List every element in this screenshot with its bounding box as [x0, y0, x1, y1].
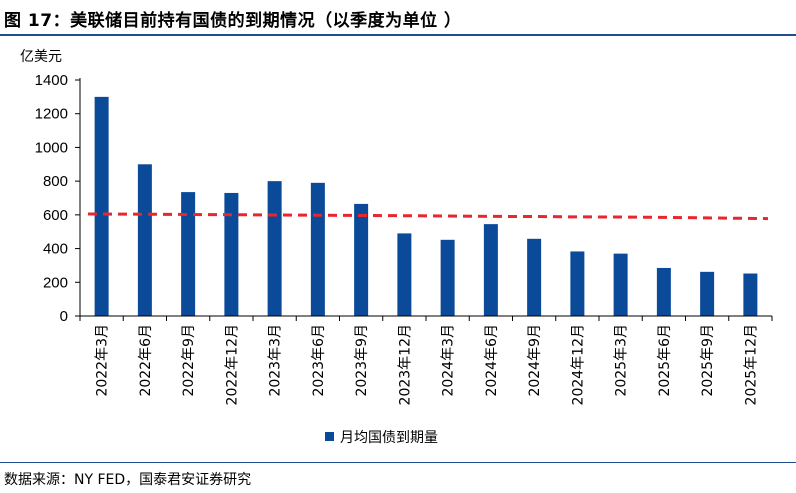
x-tick-label: 2023年3月	[268, 324, 284, 397]
trend-line-series	[87, 212, 769, 221]
source-note: 数据来源：NY FED，国泰君安证券研究	[4, 472, 252, 488]
legend: 月均国债到期量	[325, 430, 438, 446]
x-tick-label: 2025年9月	[700, 324, 716, 397]
figure-title: 图 17：美联储目前持有国债的到期情况（以季度为单位 ）	[4, 11, 462, 31]
y-axis-label: 亿美元	[20, 49, 62, 65]
x-tick-label: 2022年12月	[224, 324, 240, 405]
y-tick-label: 1400	[35, 72, 68, 89]
y-tick-label: 400	[43, 241, 68, 258]
source-divider	[0, 462, 796, 463]
y-axis-ticks: 0 200 400 600 800 1000 1200 1400	[35, 72, 80, 325]
title-divider	[0, 34, 796, 36]
x-axis-ticks: 2022年3月 2022年6月 2022年9月 2022年12月 2023年3月 2023…	[95, 324, 760, 405]
y-tick-label: 600	[43, 207, 68, 224]
bar	[181, 192, 196, 316]
bar	[224, 192, 239, 316]
bar	[310, 182, 325, 316]
bar	[267, 181, 282, 316]
y-tick-label: 800	[43, 173, 68, 190]
x-tick-label: 2025年6月	[657, 324, 673, 397]
bar	[613, 253, 628, 316]
bar	[354, 203, 369, 316]
x-tick-label: 2023年9月	[354, 324, 370, 397]
y-tick-label: 1000	[35, 139, 68, 156]
axes	[79, 78, 773, 321]
bar	[94, 96, 109, 316]
bar	[743, 273, 758, 316]
bar	[397, 233, 412, 316]
bar	[483, 224, 498, 316]
x-tick-label: 2025年3月	[614, 324, 630, 397]
x-tick-label: 2022年6月	[138, 324, 154, 397]
x-tick-label: 2023年6月	[311, 324, 327, 397]
x-tick-label: 2024年9月	[527, 324, 543, 397]
x-tick-label: 2023年12月	[397, 324, 413, 405]
x-tick-label: 2024年12月	[570, 324, 586, 405]
bar	[570, 251, 585, 316]
legend-swatch	[325, 432, 334, 441]
bar	[527, 238, 542, 316]
bar	[700, 271, 715, 316]
x-tick-label: 2024年6月	[484, 324, 500, 397]
x-tick-label: 2024年3月	[441, 324, 457, 397]
bar-series	[94, 96, 758, 316]
x-tick-label: 2022年9月	[181, 324, 197, 397]
y-tick-label: 1200	[35, 106, 68, 123]
x-tick-label: 2025年12月	[743, 324, 759, 405]
y-tick-label: 200	[43, 274, 68, 291]
x-tick-label: 2022年3月	[95, 324, 111, 397]
y-tick-label: 0	[60, 308, 68, 325]
dashed-trend-line	[87, 212, 769, 221]
bar	[137, 164, 152, 316]
bar	[440, 239, 455, 316]
bar	[656, 267, 671, 316]
legend-label: 月均国债到期量	[340, 430, 438, 446]
